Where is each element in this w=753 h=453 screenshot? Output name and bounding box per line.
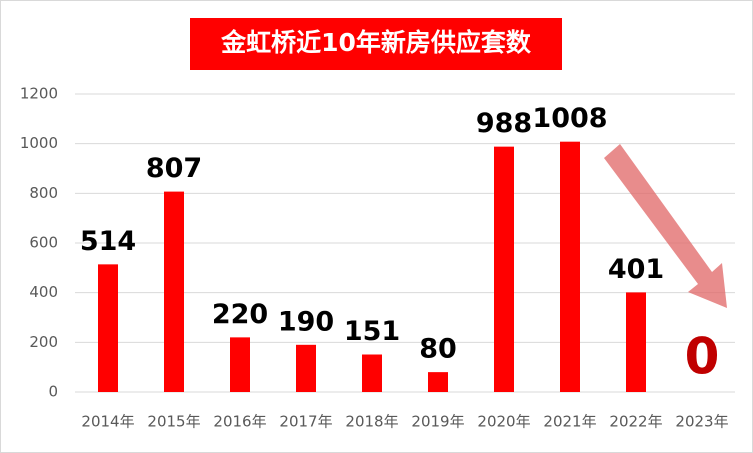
x-tick-label: 2021年 [543, 413, 596, 431]
y-tick-label: 200 [29, 333, 58, 351]
data-label: 807 [146, 153, 202, 184]
x-tick-label: 2020年 [477, 413, 530, 431]
x-tick-label: 2022年 [609, 413, 662, 431]
x-tick-label: 2018年 [345, 413, 398, 431]
data-label: 1008 [532, 103, 607, 134]
x-tick-label: 2015年 [147, 413, 200, 431]
y-tick-label: 600 [29, 234, 58, 252]
bar [296, 344, 316, 392]
data-label: 190 [278, 306, 334, 337]
y-tick-label: 800 [29, 184, 58, 202]
data-label: 988 [476, 108, 532, 139]
bar [230, 337, 250, 392]
bar [164, 191, 184, 392]
data-label: 220 [212, 299, 268, 330]
trend-arrow [604, 144, 727, 308]
bar [428, 372, 448, 392]
y-tick-label: 400 [29, 283, 58, 301]
data-label: 514 [80, 226, 136, 257]
y-tick-label: 1200 [20, 85, 58, 103]
data-label: 80 [419, 334, 457, 365]
x-tick-label: 2016年 [213, 413, 266, 431]
data-label: 0 [685, 328, 720, 386]
x-tick-label: 2017年 [279, 413, 332, 431]
bar [560, 141, 580, 392]
chart-title: 金虹桥近10年新房供应套数 [220, 28, 532, 57]
bar [98, 264, 118, 392]
bar [362, 354, 382, 392]
x-tick-label: 2014年 [81, 413, 134, 431]
x-tick-label: 2023年 [675, 413, 728, 431]
data-label: 151 [344, 316, 400, 347]
y-tick-label: 1000 [20, 134, 58, 152]
bar [626, 292, 646, 392]
data-label: 401 [608, 254, 664, 285]
title-box [190, 18, 562, 70]
y-tick-label: 0 [48, 383, 58, 401]
bar [494, 146, 514, 392]
x-tick-label: 2019年 [411, 413, 464, 431]
